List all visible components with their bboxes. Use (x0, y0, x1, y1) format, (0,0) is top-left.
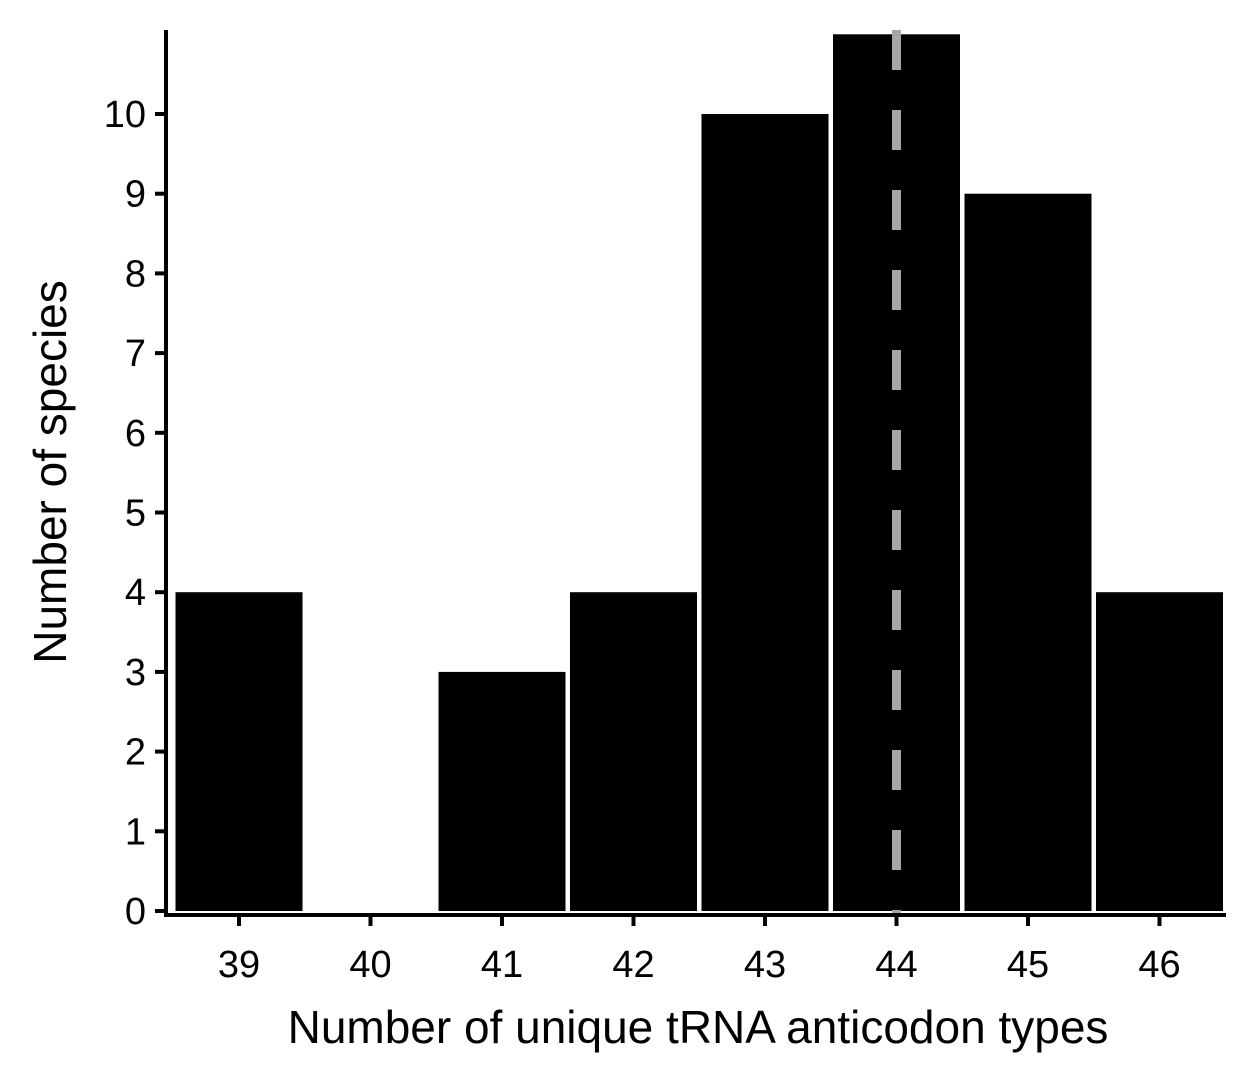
x-tick-label: 43 (744, 944, 786, 986)
y-tick-label: 4 (125, 572, 146, 614)
y-ticks-group: 0 1 2 3 4 5 6 7 8 9 10 (104, 94, 166, 933)
y-axis-title: Number of species (24, 280, 76, 664)
y-tick-label: 1 (125, 811, 146, 853)
axes-group (164, 30, 1226, 917)
y-tick-label: 6 (125, 413, 146, 455)
x-tick-label: 44 (875, 944, 917, 986)
bar-39 (175, 592, 303, 911)
x-tick-label: 40 (349, 944, 391, 986)
bar-45 (964, 193, 1092, 911)
bar-43 (701, 114, 829, 911)
bars-group (175, 34, 1223, 912)
x-tick-label: 41 (481, 944, 523, 986)
bar-46 (1096, 592, 1223, 911)
x-ticks-group: 39 40 41 42 43 44 45 46 (218, 915, 1181, 986)
x-tick-label: 42 (612, 944, 654, 986)
bar-42 (570, 592, 697, 911)
x-tick-label: 45 (1007, 944, 1049, 986)
y-tick-label: 9 (125, 174, 146, 216)
y-tick-label: 0 (125, 891, 146, 933)
x-tick-label: 39 (218, 944, 260, 986)
y-tick-label: 3 (125, 652, 146, 694)
x-tick-label: 46 (1138, 944, 1180, 986)
y-tick-label: 8 (125, 253, 146, 295)
y-tick-label: 10 (104, 94, 146, 136)
bar-41 (438, 671, 566, 911)
y-tick-label: 7 (125, 333, 146, 375)
y-tick-label: 2 (125, 732, 146, 774)
x-axis-title: Number of unique tRNA anticodon types (288, 1001, 1109, 1053)
y-tick-label: 5 (125, 493, 146, 535)
